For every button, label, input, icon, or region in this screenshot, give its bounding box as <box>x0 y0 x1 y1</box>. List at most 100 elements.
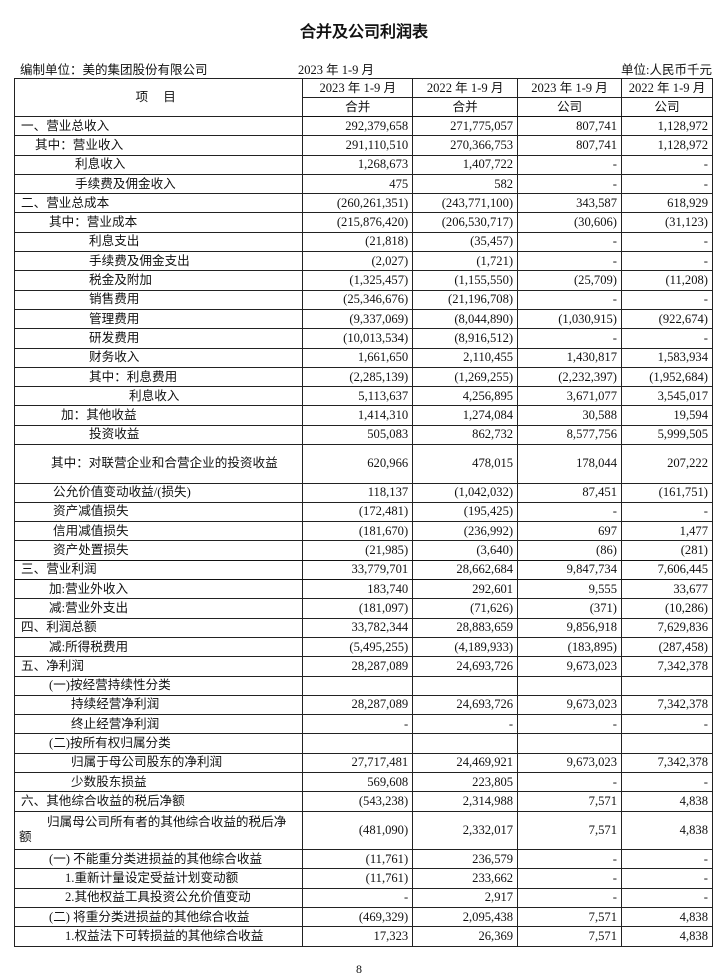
row-value: (1,269,255) <box>412 366 519 388</box>
row-value: - <box>621 501 713 523</box>
row-value: 807,741 <box>517 115 622 137</box>
row-value: (243,771,100) <box>412 193 519 214</box>
row-value: (3,640) <box>412 540 519 561</box>
row-value: 2,314,988 <box>412 791 519 812</box>
row-label: 减:营业外支出 <box>13 598 304 619</box>
row-value: - <box>517 849 622 870</box>
row-value: - <box>621 714 713 735</box>
row-label: (二) 将重分类进损益的其他综合收益 <box>13 906 304 928</box>
row-label: (一)按经营持续性分类 <box>13 675 304 696</box>
table-row: 手续费及佣金支出 (2,027) (1,721) - - <box>13 251 713 272</box>
table-row: 减:营业外支出 (181,097) (71,626) (371) (10,286) <box>13 598 713 619</box>
table-row: 利息收入 5,113,637 4,256,895 3,671,077 3,545,017 <box>13 386 713 407</box>
table-row: 销售费用 (25,346,676) (21,196,708) - - <box>13 289 713 310</box>
table-row: 资产减值损失 (172,481) (195,425) - - <box>13 501 713 523</box>
row-label: 加:营业外收入 <box>13 579 304 600</box>
row-value: (21,985) <box>302 540 414 561</box>
table-row: 财务收入 1,661,650 2,110,455 1,430,817 1,583,934 <box>13 347 713 368</box>
row-value: (11,761) <box>302 868 414 889</box>
row-value: - <box>517 231 622 253</box>
row-value: - <box>517 173 622 195</box>
row-value: 30,588 <box>517 405 622 426</box>
table-row: 四、利润总额 33,782,344 28,883,659 9,856,918 7,629… <box>13 617 713 638</box>
row-label: 六、其他综合收益的税后净额 <box>13 791 304 812</box>
row-value: 27,717,481 <box>302 752 414 774</box>
row-label: (一) 不能重分类进损益的其他综合收益 <box>13 849 304 870</box>
row-value: 178,044 <box>517 444 622 484</box>
table-row: 少数股东损益 569,608 223,805- - <box>13 771 713 793</box>
row-value: - <box>302 714 414 735</box>
row-value: 862,732 <box>412 424 519 446</box>
row-value: 569,608 <box>302 771 414 793</box>
row-value: (71,626) <box>412 598 519 619</box>
row-value: 1,430,817 <box>517 347 622 368</box>
row-value: (161,751) <box>621 482 713 503</box>
row-value: 1,274,084 <box>412 405 519 426</box>
row-value: 7,342,378 <box>621 656 713 677</box>
row-value: 33,782,344 <box>302 617 414 638</box>
row-value: (543,238) <box>302 791 414 812</box>
row-value: (8,044,890) <box>412 308 519 330</box>
row-value: (181,670) <box>302 521 414 542</box>
header-period: 2022 年 1-9 月 <box>412 78 519 98</box>
row-value: 618,929 <box>621 193 713 214</box>
table-row: 五、净利润 28,287,089 24,693,726 9,673,023 7,342,… <box>13 656 713 677</box>
row-label: 手续费及佣金支出 <box>13 251 304 272</box>
row-value: (2,027) <box>302 251 414 272</box>
row-value: 28,287,089 <box>302 694 414 716</box>
row-value: (922,674) <box>621 308 713 330</box>
row-value: (21,196,708) <box>412 289 519 310</box>
row-value: 118,137 <box>302 482 414 503</box>
row-value: 26,369 <box>412 926 519 947</box>
row-value: 292,601 <box>412 579 519 600</box>
row-label: 二、营业总成本 <box>13 193 304 214</box>
header-period: 2022 年 1-9 月 <box>621 78 713 98</box>
row-value: - <box>621 251 713 272</box>
row-value: 87,451 <box>517 482 622 503</box>
header-item: 项 目 <box>13 78 304 117</box>
row-value <box>621 733 713 754</box>
row-value: (1,952,684) <box>621 366 713 388</box>
row-value: 7,571 <box>517 906 622 928</box>
row-value: 807,741 <box>517 135 622 156</box>
row-label: 利息支出 <box>13 231 304 253</box>
row-value: 24,469,921 <box>412 752 519 774</box>
row-value: - <box>517 868 622 889</box>
row-value: (281) <box>621 540 713 561</box>
row-value: 5,113,637 <box>302 386 414 407</box>
row-value: 291,110,510 <box>302 135 414 156</box>
row-value: - <box>517 289 622 310</box>
row-value <box>302 733 414 754</box>
row-label: (二)按所有权归属分类 <box>13 733 304 754</box>
row-value: 2,332,017 <box>412 810 519 851</box>
row-value: 2,110,455 <box>412 347 519 368</box>
row-value: (236,992) <box>412 521 519 542</box>
reporting-period: 2023 年 1-9 月 <box>298 63 375 77</box>
row-value <box>412 675 519 696</box>
row-value: 270,366,753 <box>412 135 519 156</box>
row-value: 4,838 <box>621 926 713 947</box>
row-label: 加：其他收益 <box>13 405 304 426</box>
row-value: (10,013,534) <box>302 328 414 349</box>
row-value: 582 <box>412 173 519 195</box>
table-row: 手续费及佣金收入 475 582- - <box>13 173 713 195</box>
table-row: 三、营业利润 33,779,701 28,662,684 9,847,734 7,606… <box>13 559 713 581</box>
header-period: 2023 年 1-9 月 <box>517 78 622 98</box>
row-value: 28,883,659 <box>412 617 519 638</box>
row-value: (8,916,512) <box>412 328 519 349</box>
row-label: 公允价值变动收益/(损失) <box>13 482 304 503</box>
table-row: 其中：营业成本 (215,876,420) (206,530,717) (30,606… <box>13 212 713 233</box>
row-value: (215,876,420) <box>302 212 414 233</box>
row-value: 1,407,722 <box>412 154 519 175</box>
row-value: 478,015 <box>412 444 519 484</box>
row-label: 减:所得税费用 <box>13 636 304 658</box>
row-label: 三、营业利润 <box>13 559 304 581</box>
table-row: 1.重新计量设定受益计划变动额 (11,761) 233,662- - <box>13 868 713 889</box>
row-label: 1.权益法下可转损益的其他综合收益 <box>13 926 304 947</box>
row-value: 3,545,017 <box>621 386 713 407</box>
row-value: (371) <box>517 598 622 619</box>
row-value: - <box>517 501 622 523</box>
row-value: (260,261,351) <box>302 193 414 214</box>
row-label: 2.其他权益工具投资公允价值变动 <box>13 887 304 908</box>
row-value <box>517 733 622 754</box>
